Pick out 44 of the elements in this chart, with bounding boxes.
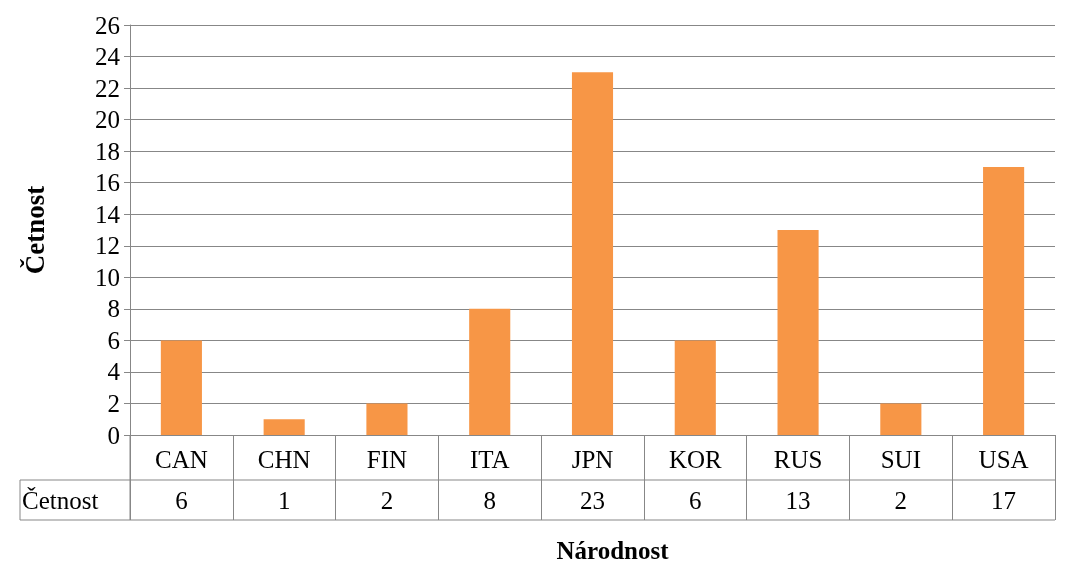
x-tick-label: RUS [773,446,823,473]
y-tick-label: 26 [95,11,120,39]
x-tick-label: USA [978,446,1029,473]
bar [777,230,819,435]
text: Četnost [22,486,99,514]
y-tick-label: 12 [95,232,120,260]
bar [263,419,305,435]
y-tick-label: 0 [107,421,120,449]
y-tick-label: 24 [95,43,121,71]
data-label: 2 [894,486,908,514]
x-tick-label: JPN [571,446,614,473]
y-axis-title: Četnost [20,185,50,275]
data-label: 17 [991,486,1017,514]
x-tick-label: CHN [257,446,311,473]
y-tick-label: 2 [107,389,120,417]
y-tick-label: 16 [95,169,120,197]
data-label: 13 [785,486,811,514]
x-tick-label: CAN [154,446,208,473]
x-tick-label: ITA [469,446,510,473]
bar [571,72,614,435]
y-tick-label: 14 [95,200,121,228]
x-tick-label: KOR [668,446,722,473]
data-label: 6 [689,486,702,514]
data-label: 23 [580,486,605,514]
bar [160,340,202,435]
data-label: 6 [175,486,188,514]
y-tick-label: 8 [107,295,120,323]
y-tick-label: 6 [107,326,120,354]
bar [674,340,716,435]
bar [880,403,922,435]
y-tick-label: 20 [95,106,120,134]
data-label: 8 [483,486,496,514]
bar [366,403,408,435]
x-axis-title: Národnost [556,536,670,563]
y-tick-label: 18 [95,137,120,165]
bar [469,308,511,435]
y-tick-label: 4 [107,358,121,386]
data-label: 2 [380,486,394,514]
data-label: 1 [277,486,291,514]
y-tick-label: 10 [95,263,120,291]
bar [983,166,1025,435]
x-tick-label: FIN [366,446,408,473]
y-tick-label: 22 [95,74,120,102]
x-tick-label: SUI [880,446,921,473]
